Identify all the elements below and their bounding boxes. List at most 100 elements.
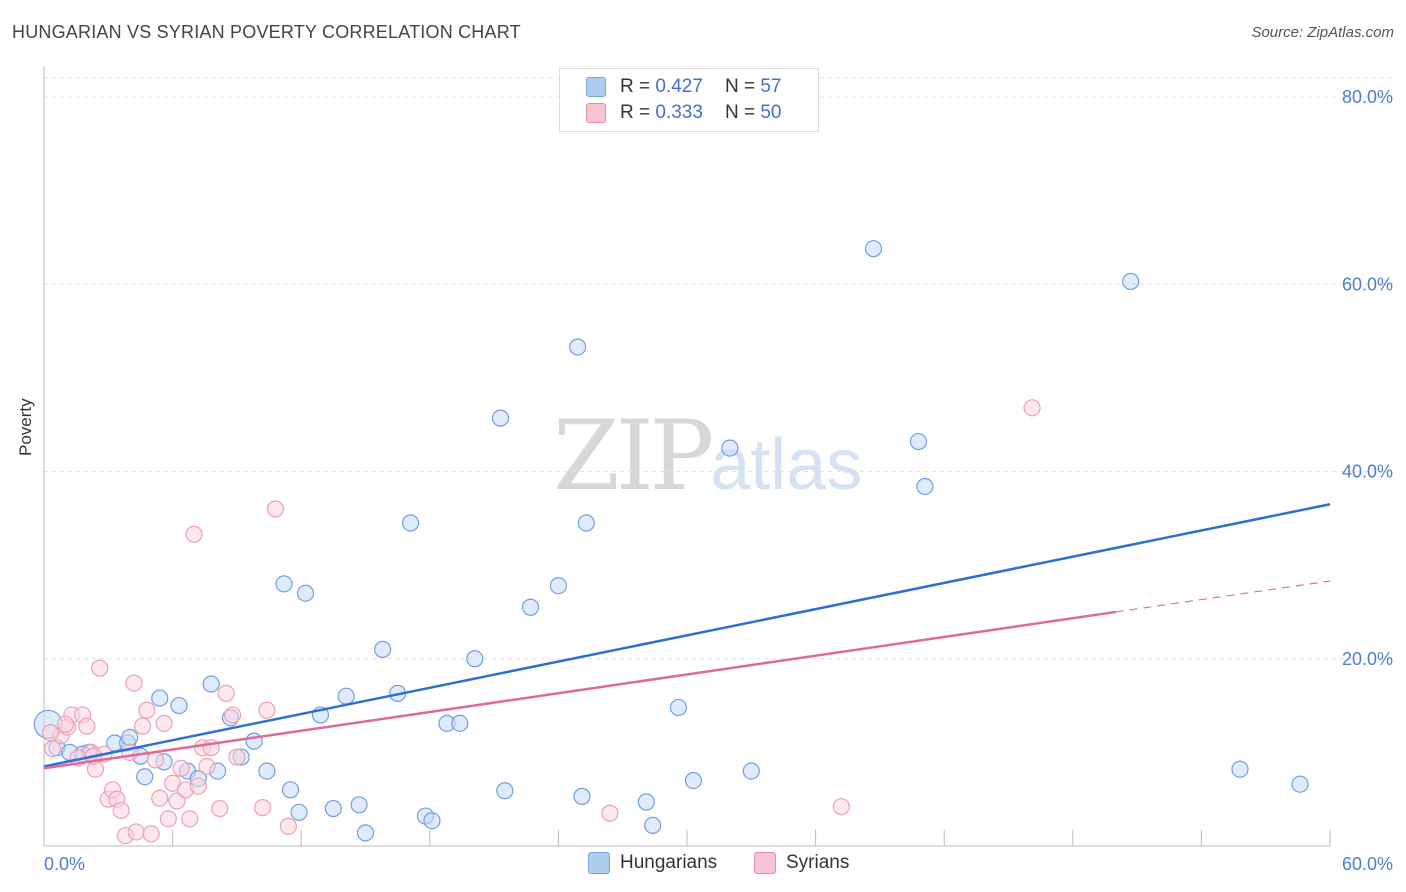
y-tick-label: 20.0% [1342, 649, 1393, 669]
legend-swatch-hungarians [586, 77, 606, 97]
point-hungarians [721, 439, 739, 457]
point-hungarians [1291, 775, 1309, 793]
point-hungarians [521, 598, 540, 616]
source-label: Source: ZipAtlas.com [1251, 24, 1394, 41]
point-hungarians [684, 771, 703, 790]
point-syrians [127, 823, 145, 841]
trendline-syrians [43, 610, 1116, 770]
point-syrians [112, 801, 130, 820]
point-hungarians [245, 732, 263, 750]
legend-r-label: R = [620, 102, 651, 123]
point-hungarians [374, 640, 392, 658]
point-syrians [138, 701, 156, 719]
point-hungarians [136, 768, 154, 786]
bottom-legend-syrians: Syrians [754, 852, 849, 874]
point-syrians [181, 810, 199, 828]
point-syrians [228, 748, 246, 766]
point-syrians [601, 804, 619, 822]
point-syrians [185, 525, 203, 543]
point-hungarians [669, 698, 688, 717]
point-syrians [56, 715, 75, 733]
point-syrians [78, 717, 96, 735]
point-hungarians [644, 816, 662, 835]
point-syrians [254, 799, 272, 817]
watermark-atlas: atlas [710, 425, 863, 505]
point-hungarians [451, 714, 469, 732]
point-syrians [151, 789, 169, 807]
bottom-legend-swatch-syrians [754, 852, 776, 874]
point-hungarians [569, 338, 587, 356]
point-syrians [279, 817, 297, 835]
point-hungarians [1231, 760, 1249, 778]
point-syrians [41, 724, 60, 742]
point-hungarians [170, 696, 188, 715]
y-tick-label: 80.0% [1342, 87, 1393, 107]
point-syrians [211, 799, 229, 818]
watermark-zip: ZIP [553, 400, 714, 512]
point-syrians [224, 706, 242, 724]
legend-r-value: 0.427 [655, 76, 703, 97]
trendline-syrians-extension [1115, 580, 1331, 613]
point-syrians [1023, 399, 1041, 417]
x-tick-label-min: 0.0% [44, 854, 85, 874]
point-hungarians [296, 584, 315, 602]
point-hungarians [577, 514, 595, 532]
point-syrians [91, 659, 109, 677]
bottom-legend-label-hungarians: Hungarians [620, 852, 718, 873]
point-syrians [146, 751, 165, 769]
point-hungarians [909, 432, 928, 451]
point-syrians [133, 717, 152, 735]
bottom-legend-swatch-hungarians [588, 852, 610, 874]
point-hungarians [573, 787, 591, 805]
legend-n-value: 50 [760, 102, 782, 123]
watermark: ZIPatlas [553, 400, 862, 512]
point-hungarians [1122, 272, 1140, 291]
point-hungarians [466, 650, 484, 668]
bottom-legend-hungarians: Hungarians [588, 852, 717, 874]
point-hungarians [549, 577, 568, 595]
point-syrians [832, 798, 850, 816]
legend-n-label: N = [724, 102, 756, 123]
point-hungarians [496, 782, 514, 800]
trendline-hungarians [43, 503, 1331, 768]
legend-n-value: 57 [760, 76, 782, 97]
legend-swatch-syrians [586, 103, 606, 123]
point-hungarians [491, 409, 510, 427]
point-syrians [189, 777, 207, 795]
point-hungarians [637, 793, 655, 811]
point-syrians [172, 759, 190, 777]
point-hungarians [324, 799, 342, 818]
point-syrians [266, 500, 285, 518]
legend: R = 0.427 N = 57 R = 0.333 N = 50 [559, 68, 819, 132]
point-hungarians [275, 575, 293, 593]
point-hungarians [258, 762, 276, 780]
legend-n-label: N = [724, 76, 756, 97]
y-tick-label: 40.0% [1342, 462, 1393, 482]
point-syrians [159, 810, 177, 828]
point-hungarians [350, 796, 368, 814]
point-syrians [217, 684, 235, 702]
legend-row-syrians: R = 0.333 N = 50 [586, 100, 781, 126]
point-syrians [258, 701, 276, 719]
point-syrians [155, 714, 173, 732]
legend-row-hungarians: R = 0.427 N = 57 [586, 74, 781, 100]
point-hungarians [916, 477, 934, 496]
legend-r-label: R = [620, 76, 651, 97]
y-tick-label: 60.0% [1342, 274, 1393, 294]
point-hungarians [864, 240, 883, 258]
point-hungarians [281, 781, 300, 799]
point-hungarians [290, 803, 308, 821]
legend-r-value: 0.333 [655, 102, 703, 123]
point-hungarians [337, 687, 355, 705]
point-hungarians [742, 762, 760, 780]
bottom-legend-label-syrians: Syrians [786, 852, 850, 873]
point-hungarians [202, 675, 220, 693]
point-hungarians [356, 824, 375, 842]
point-hungarians [121, 728, 139, 746]
point-hungarians [401, 514, 420, 532]
point-syrians [142, 825, 160, 843]
point-syrians [125, 674, 143, 692]
point-hungarians [423, 812, 441, 830]
point-hungarians [151, 689, 169, 707]
